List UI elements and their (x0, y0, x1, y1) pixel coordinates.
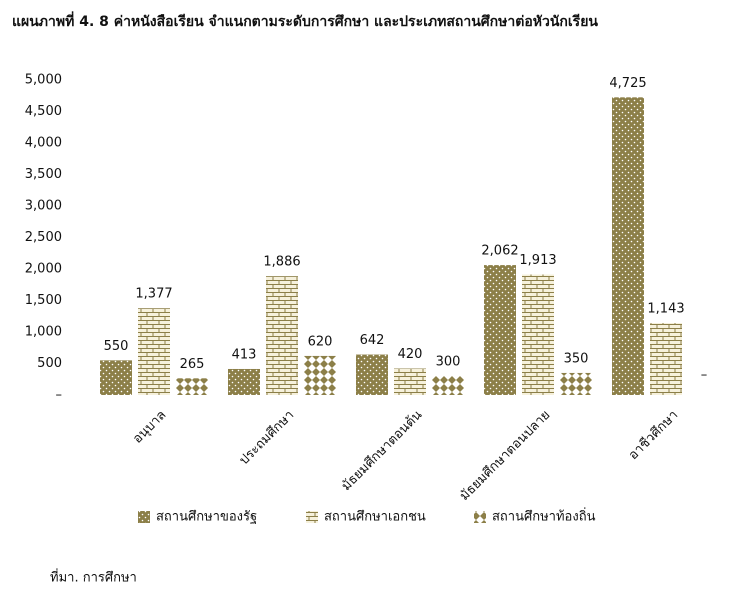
bar (650, 322, 682, 395)
value-label: 1,377 (135, 287, 172, 302)
value-label: 413 (232, 347, 257, 362)
bar (266, 276, 298, 395)
value-label: 1,886 (263, 255, 300, 270)
value-label: 550 (104, 339, 129, 354)
x-tick-label: มัธยมศึกษาตอนปลาย (457, 408, 553, 504)
value-label: 420 (398, 347, 423, 362)
value-label: 300 (436, 355, 461, 370)
bar (176, 378, 208, 395)
y-tick-label: 3,500 (25, 167, 62, 182)
y-tick-label: 2,000 (25, 262, 62, 277)
legend-swatch (306, 511, 318, 523)
y-tick-label: 4,500 (25, 104, 62, 119)
x-tick-label: ประถมศึกษา (237, 408, 298, 469)
bar (612, 97, 644, 395)
legend-label: สถานศึกษาของรัฐ (156, 510, 257, 525)
bar (560, 372, 592, 395)
legend-swatch (474, 511, 486, 523)
bar (394, 368, 426, 395)
bar (432, 376, 464, 395)
value-label: 4,725 (609, 76, 646, 91)
y-tick-label: – (56, 388, 63, 403)
value-label: 350 (564, 351, 589, 366)
y-tick-label: 500 (37, 356, 62, 371)
legend-label: สถานศึกษาท้องถิ่น (492, 508, 596, 525)
bar (356, 354, 388, 395)
y-tick-label: 5,000 (25, 73, 62, 88)
y-tick-label: 1,000 (25, 325, 62, 340)
y-tick-label: 4,000 (25, 136, 62, 151)
chart-title: แผนภาพที่ 4. 8 ค่าหนังสือเรียน จำแนกตามร… (12, 11, 598, 30)
value-label: 620 (308, 334, 333, 349)
bar (522, 274, 554, 395)
x-tick-label: อาชีวศึกษา (625, 407, 681, 463)
bar (138, 308, 170, 395)
value-label: 642 (360, 333, 385, 348)
x-tick-label: อนุบาล (130, 408, 169, 447)
legend-swatch (138, 511, 150, 523)
bar (100, 360, 132, 395)
value-label: – (701, 368, 708, 383)
x-tick-label: มัธยมศึกษาตอนต้น (339, 408, 425, 494)
value-label: 2,062 (481, 244, 518, 259)
y-tick-label: 2,500 (25, 230, 62, 245)
value-label: 265 (180, 357, 205, 372)
bar (228, 368, 260, 395)
value-label: 1,913 (519, 253, 556, 268)
value-label: 1,143 (647, 301, 684, 316)
bar (484, 265, 516, 395)
source-note: ที่มา. การศึกษา (50, 569, 137, 586)
y-tick-label: 3,000 (25, 199, 62, 214)
y-tick-label: 1,500 (25, 293, 62, 308)
bar (304, 355, 336, 395)
legend-label: สถานศึกษาเอกชน (324, 510, 426, 525)
